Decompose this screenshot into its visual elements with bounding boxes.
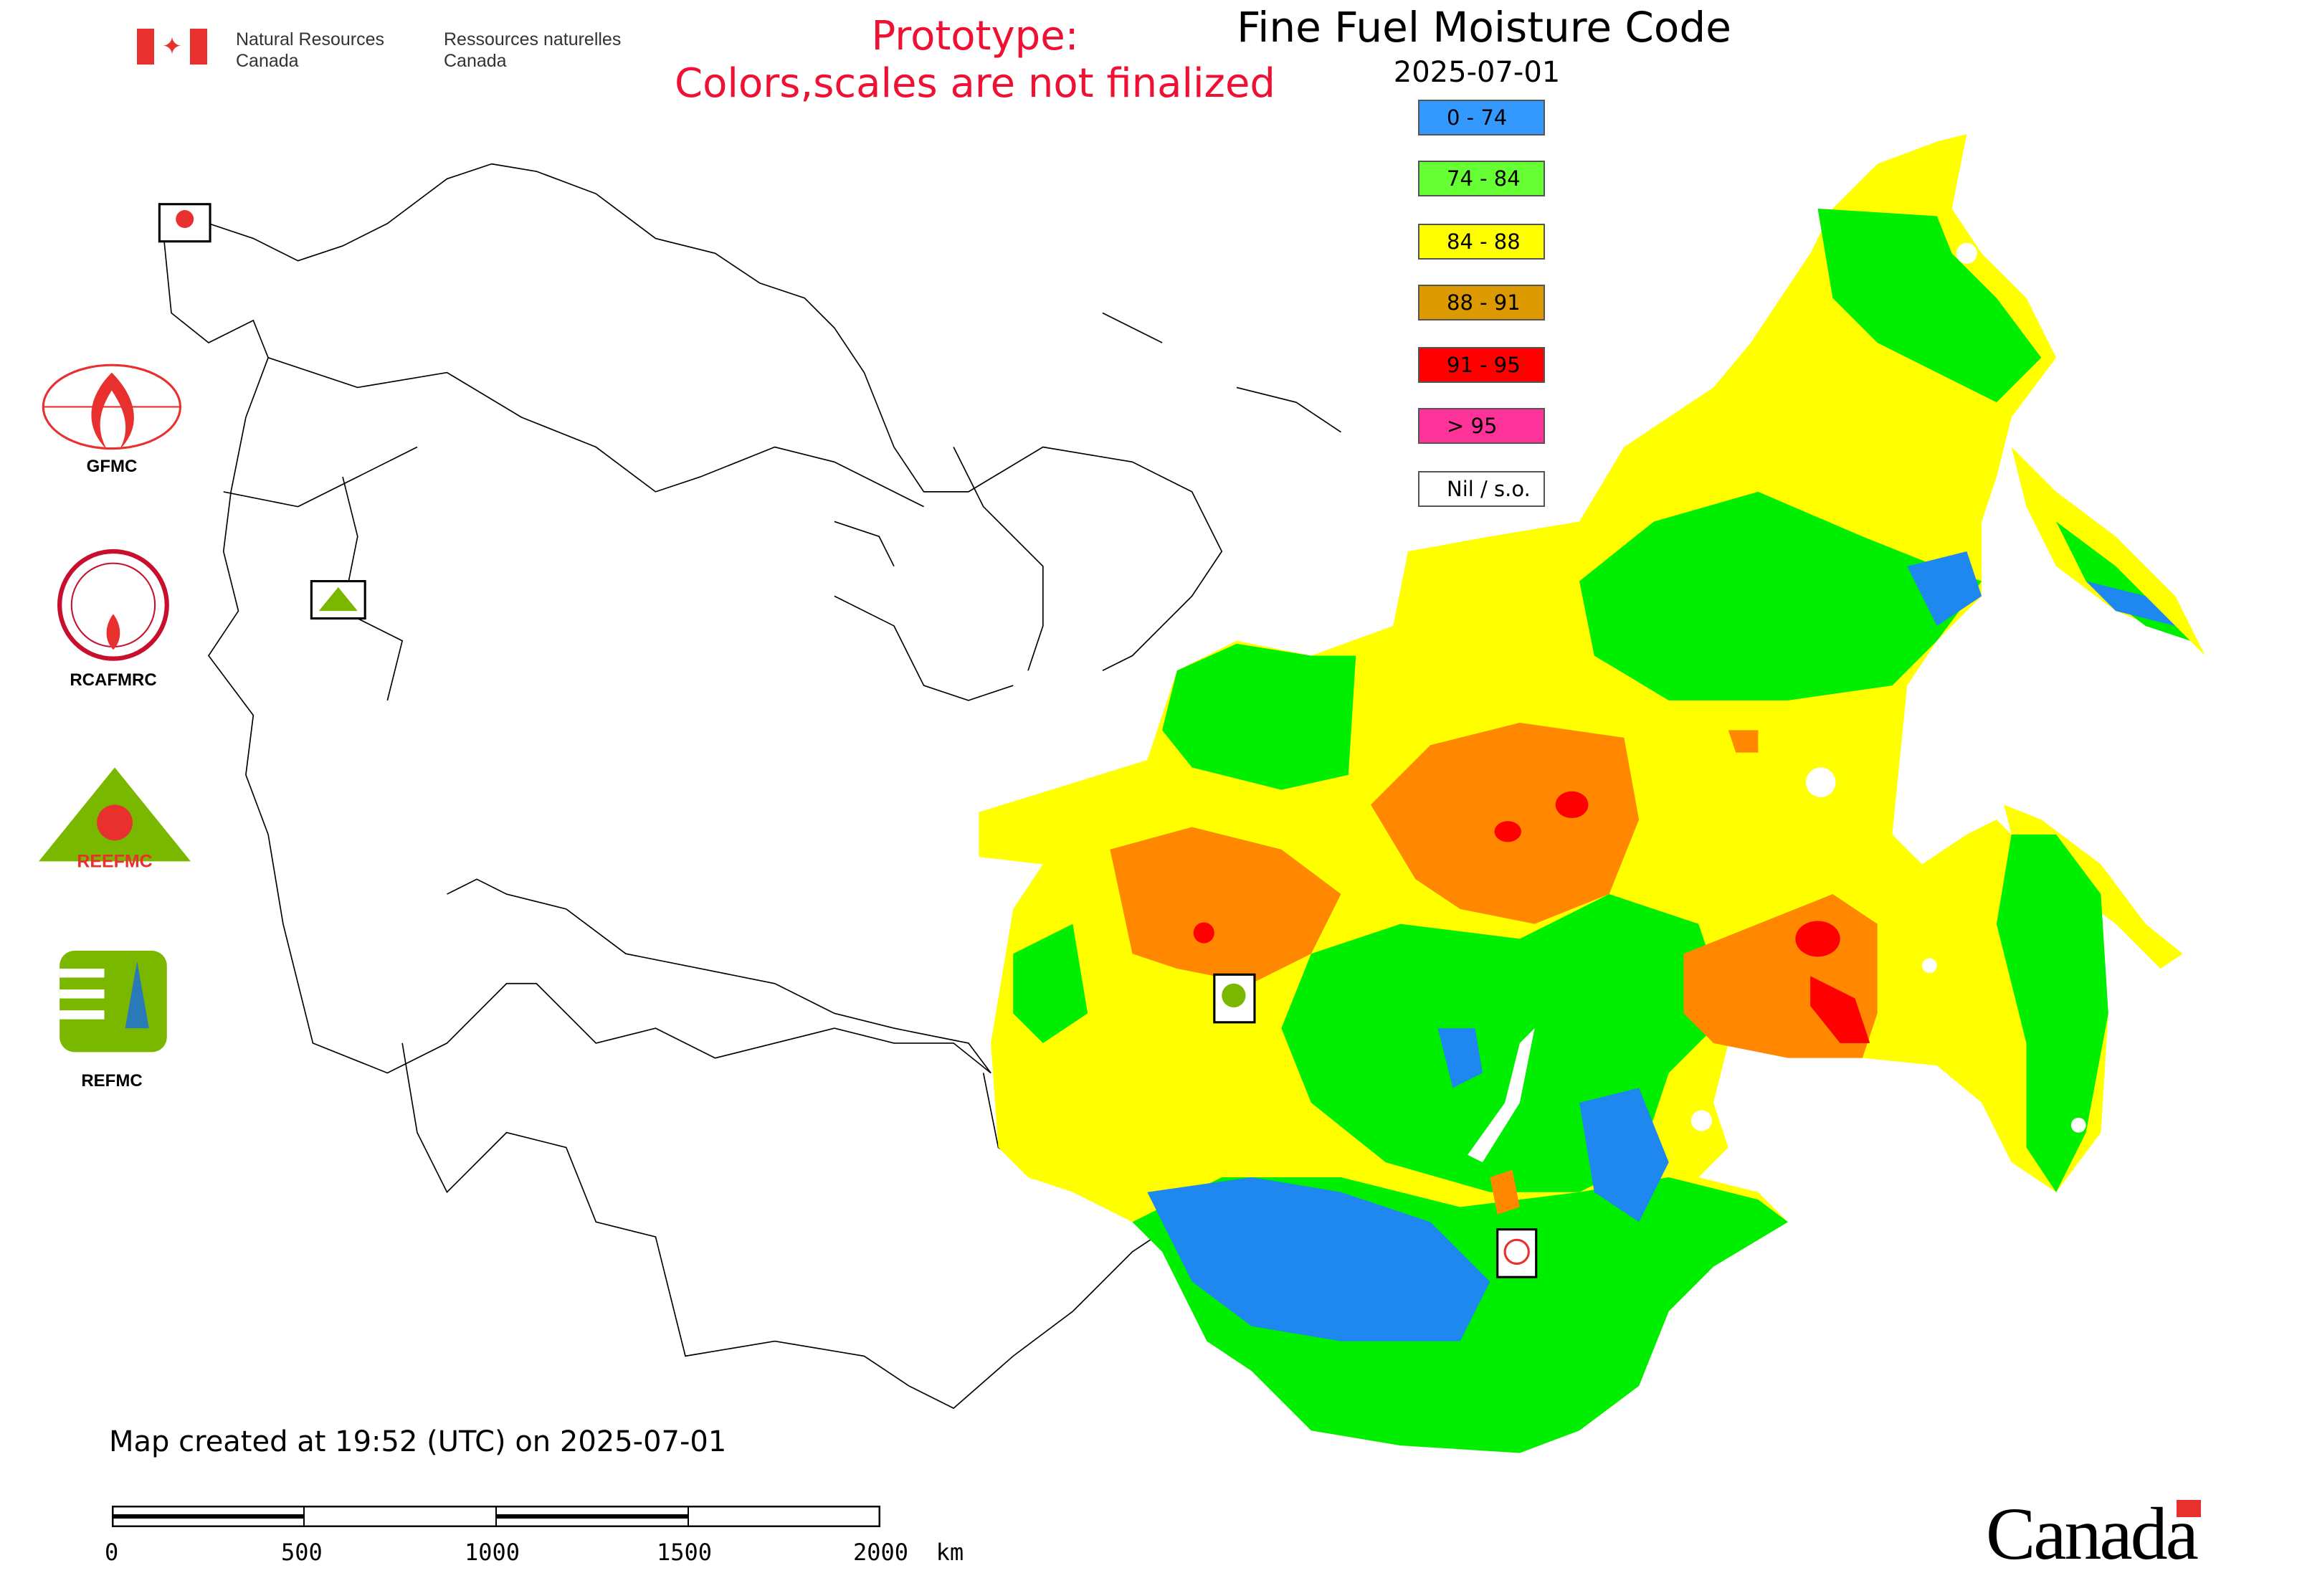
svg-text:REEFMC: REEFMC bbox=[77, 852, 152, 872]
nrcan-signature: ✦ Natural Resources Canada Ressources na… bbox=[137, 29, 623, 72]
scale-label-1000: 1000 bbox=[465, 1539, 520, 1566]
rcafmrc-label: RCAFMRC bbox=[70, 670, 157, 690]
legend-item-88-91: 88 - 91 bbox=[1418, 285, 1545, 320]
department-name-fr: Ressources naturelles Canada bbox=[444, 29, 623, 72]
gfmc-label: GFMC bbox=[86, 457, 138, 476]
legend-label: 88 - 91 bbox=[1447, 290, 1521, 315]
prototype-line1: Prototype: bbox=[871, 13, 1079, 60]
refmc-label: REFMC bbox=[81, 1071, 143, 1091]
scale-bar bbox=[112, 1506, 880, 1527]
canada-wordmark: Canada bbox=[1986, 1491, 2201, 1577]
reefmc-logo: REEFMC bbox=[39, 767, 191, 872]
legend-item-91-95: 91 - 95 bbox=[1418, 347, 1545, 383]
legend-label: > 95 bbox=[1447, 414, 1498, 438]
canada-wordmark-text: Canada bbox=[1986, 1493, 2199, 1575]
map-created-timestamp: Map created at 19:52 (UTC) on 2025-07-01 bbox=[109, 1425, 727, 1458]
scale-label-0: 0 bbox=[105, 1539, 119, 1566]
fmc-region-0-74 bbox=[1147, 551, 2176, 1341]
station-marker-icons bbox=[176, 210, 1530, 1265]
canada-flag-icon bbox=[2176, 1500, 2201, 1517]
legend-item-0-74: 0 - 74 bbox=[1418, 100, 1545, 136]
legend-label: 0 - 74 bbox=[1447, 105, 1508, 130]
canada-flag-icon: ✦ bbox=[137, 29, 207, 65]
department-name-en: Natural Resources Canada bbox=[236, 29, 415, 72]
legend-item-84-88: 84 - 88 bbox=[1418, 224, 1545, 260]
department-en-line2: Canada bbox=[236, 51, 299, 71]
scale-label-1500: 1500 bbox=[657, 1539, 713, 1566]
fmc-region-91-95 bbox=[1193, 791, 1870, 1043]
legend-label: 84 - 88 bbox=[1447, 229, 1521, 254]
department-en-line1: Natural Resources bbox=[236, 29, 385, 49]
scale-label-500: 500 bbox=[281, 1539, 323, 1566]
map-title: Fine Fuel Moisture Code bbox=[1237, 3, 1731, 52]
gfmc-logo bbox=[42, 364, 182, 450]
refmc-logo bbox=[60, 951, 167, 1053]
legend-label: Nil / s.o. bbox=[1447, 477, 1531, 501]
rcafmrc-logo bbox=[57, 548, 169, 661]
department-fr-line1: Ressources naturelles bbox=[444, 29, 622, 49]
fmc-region-nil bbox=[1468, 242, 2086, 1163]
department-fr-line2: Canada bbox=[444, 51, 507, 71]
legend-label: 74 - 84 bbox=[1447, 166, 1521, 191]
scale-label-2000: 2000 km bbox=[853, 1539, 964, 1566]
fmc-region-sakhalin bbox=[2011, 447, 2205, 656]
prototype-notice: Prototype: Colors,scales are not finaliz… bbox=[645, 13, 1305, 108]
legend-item-74-84: 74 - 84 bbox=[1418, 161, 1545, 196]
legend-label: 91 - 95 bbox=[1447, 353, 1521, 377]
rcafmrc-station-marker[interactable] bbox=[1496, 1228, 1538, 1278]
prototype-line2: Colors,scales are not finalized bbox=[675, 60, 1275, 107]
legend-item-over-95: > 95 bbox=[1418, 408, 1545, 444]
legend-item-nil: Nil / s.o. bbox=[1418, 471, 1545, 507]
map-date: 2025-07-01 bbox=[1393, 56, 1561, 89]
